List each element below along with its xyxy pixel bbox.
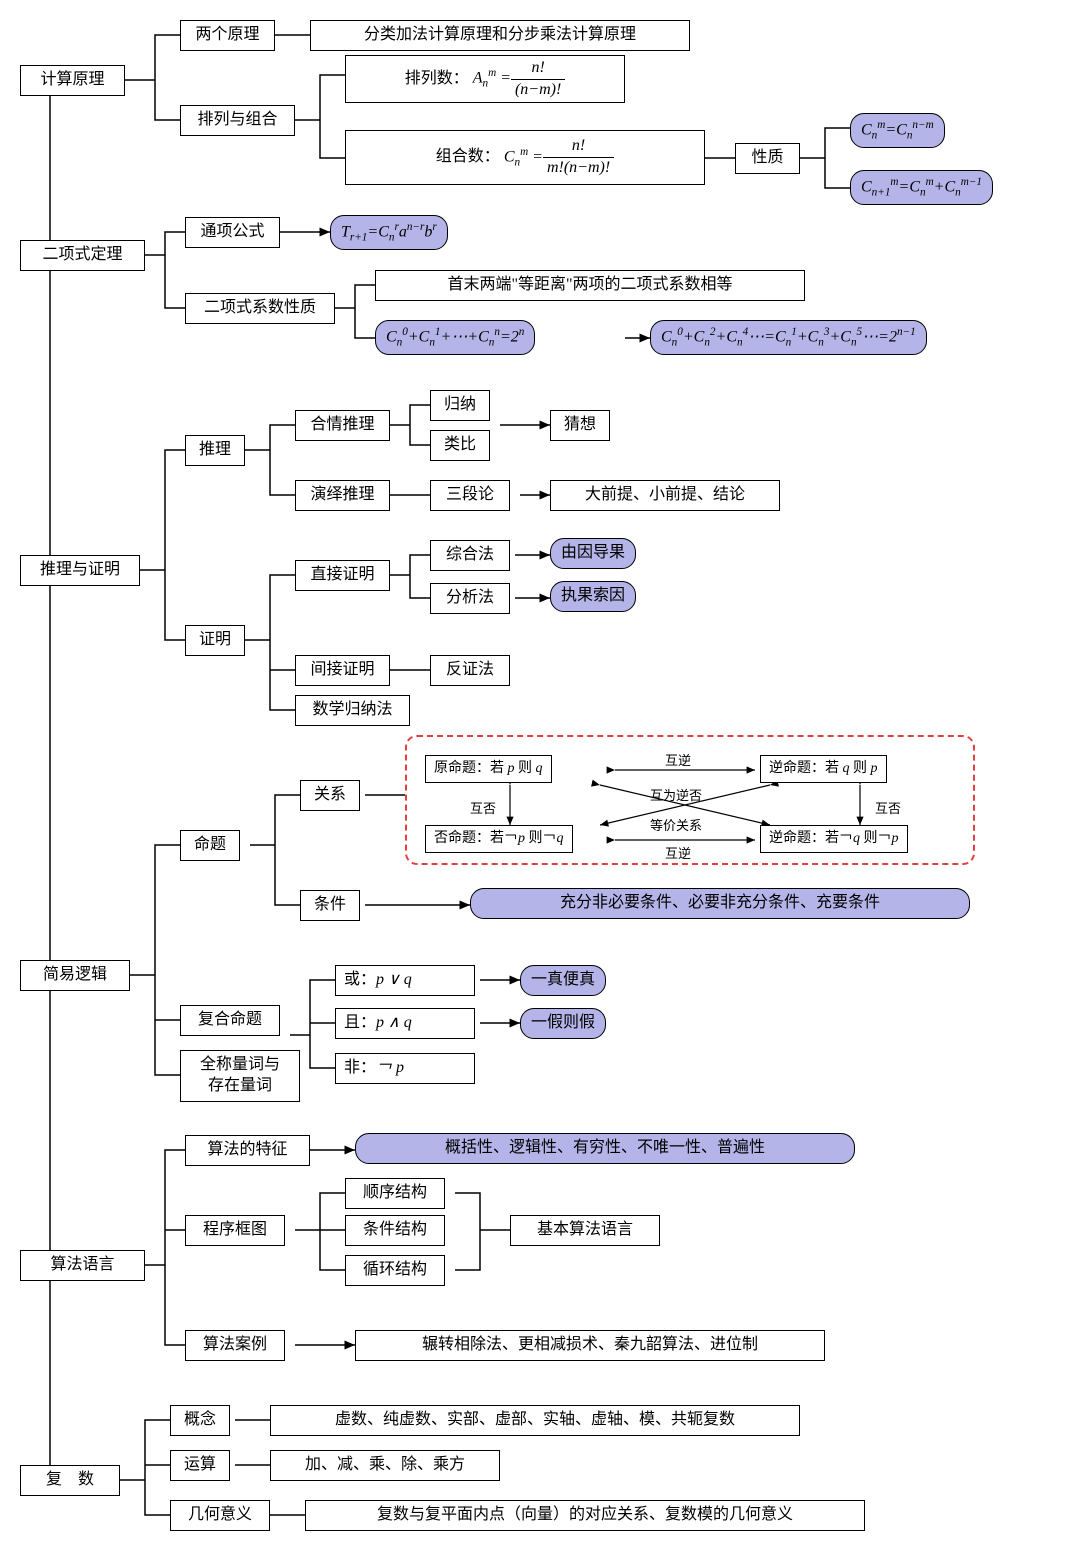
proposition: 命题 xyxy=(180,830,240,861)
syllogism: 三段论 xyxy=(430,480,510,511)
geo-meaning: 几何意义 xyxy=(170,1500,270,1531)
contradiction: 反证法 xyxy=(430,655,510,686)
compound: 复合命题 xyxy=(180,1005,280,1036)
concept: 概念 xyxy=(170,1405,230,1436)
sum-formula-2: Cn0+Cn2+Cn4⋯=Cn1+Cn3+Cn5⋯=2n−1 xyxy=(650,320,927,355)
root-calc-principle: 计算原理 xyxy=(20,65,125,96)
lbl-inv-bot: 互逆 xyxy=(665,843,691,862)
prop-formula-2: Cn+1m=Cnm+Cnm−1 xyxy=(850,170,993,205)
effect-cause: 执果索因 xyxy=(550,581,636,612)
lbl-neg-l: 互否 xyxy=(470,798,496,817)
orig-prop: 原命题：若 p 则 q xyxy=(425,755,552,783)
algo-feature: 算法的特征 xyxy=(185,1135,310,1166)
plausible: 合情推理 xyxy=(295,410,390,441)
lbl-neg-r: 互否 xyxy=(875,798,901,817)
one-true: 一真便真 xyxy=(520,965,606,996)
root-algo-lang: 算法语言 xyxy=(20,1250,145,1281)
geo-desc: 复数与复平面内点（向量）的对应关系、复数模的几何意义 xyxy=(305,1500,865,1531)
property-label: 性质 xyxy=(735,143,800,174)
condition: 条件 xyxy=(300,890,360,921)
condition-desc: 充分非必要条件、必要非充分条件、充要条件 xyxy=(470,888,970,919)
lbl-inv-top: 互逆 xyxy=(665,750,691,769)
synthetic: 综合法 xyxy=(430,540,510,571)
not: 非：￢ p xyxy=(335,1053,475,1084)
conv-prop: 逆命题：若 q 则 p xyxy=(760,755,887,783)
algo-feature-desc: 概括性、逻辑性、有穷性、不唯一性、普遍性 xyxy=(355,1133,855,1164)
operation-desc: 加、减、乘、除、乘方 xyxy=(270,1450,500,1481)
or: 或：p ∨ q xyxy=(335,965,475,996)
root-logic: 简易逻辑 xyxy=(20,960,130,991)
relation: 关系 xyxy=(300,780,360,811)
general-term: 通项公式 xyxy=(185,217,280,248)
operation: 运算 xyxy=(170,1450,230,1481)
lbl-equiv: 等价关系 xyxy=(650,815,702,834)
math-induction: 数学归纳法 xyxy=(295,695,410,726)
neg-prop: 否命题：若￢p 则￢q xyxy=(425,825,573,853)
two-principles: 两个原理 xyxy=(180,20,275,51)
analogy: 类比 xyxy=(430,430,490,461)
combination-formula: 组合数： Cnm = n!m!(n−m)! xyxy=(345,130,705,185)
one-false: 一假则假 xyxy=(520,1008,606,1039)
proof: 证明 xyxy=(185,625,245,656)
analytic: 分析法 xyxy=(430,583,510,614)
induction: 归纳 xyxy=(430,390,490,421)
indirect-proof: 间接证明 xyxy=(295,655,390,686)
direct-proof: 直接证明 xyxy=(295,560,390,591)
coef-property: 二项式系数性质 xyxy=(185,293,335,324)
deductive: 演绎推理 xyxy=(295,480,390,511)
coef-desc: 首末两端"等距离"两项的二项式系数相等 xyxy=(375,270,805,301)
algo-case-desc: 辗转相除法、更相减损术、秦九韶算法、进位制 xyxy=(355,1330,825,1361)
inv-prop: 逆命题：若￢q 则￢p xyxy=(760,825,908,853)
and: 且：p ∧ q xyxy=(335,1008,475,1039)
conjecture: 猜想 xyxy=(550,410,610,441)
general-term-formula: Tr+1=Cnran−rbr xyxy=(330,215,448,250)
root-binomial: 二项式定理 xyxy=(20,240,145,271)
reasoning: 推理 xyxy=(185,435,245,466)
lbl-contra: 互为逆否 xyxy=(650,785,702,804)
sum-formula-1: Cn0+Cn1+⋯+Cnn=2n xyxy=(375,320,535,355)
concept-desc: 虚数、纯虚数、实部、虚部、实轴、虚轴、模、共轭复数 xyxy=(270,1405,800,1436)
flowchart: 程序框图 xyxy=(185,1215,285,1246)
permutation-formula: 排列数： Anm = n!(n−m)! xyxy=(345,55,625,103)
premise-concl: 大前提、小前提、结论 xyxy=(550,480,780,511)
cause-effect: 由因导果 xyxy=(550,538,636,569)
root-reason-proof: 推理与证明 xyxy=(20,555,140,586)
quantifier: 全称量词与 存在量词 xyxy=(180,1050,300,1102)
algo-case: 算法案例 xyxy=(185,1330,285,1361)
root-complex: 复 数 xyxy=(20,1465,120,1496)
perm-comb: 排列与组合 xyxy=(180,105,295,136)
seq-struct: 顺序结构 xyxy=(345,1178,445,1209)
loop-struct: 循环结构 xyxy=(345,1255,445,1286)
basic-lang: 基本算法语言 xyxy=(510,1215,660,1246)
cond-struct: 条件结构 xyxy=(345,1215,445,1246)
two-principles-desc: 分类加法计算原理和分步乘法计算原理 xyxy=(310,20,690,51)
prop-formula-1: Cnm=Cnn−m xyxy=(850,113,945,148)
